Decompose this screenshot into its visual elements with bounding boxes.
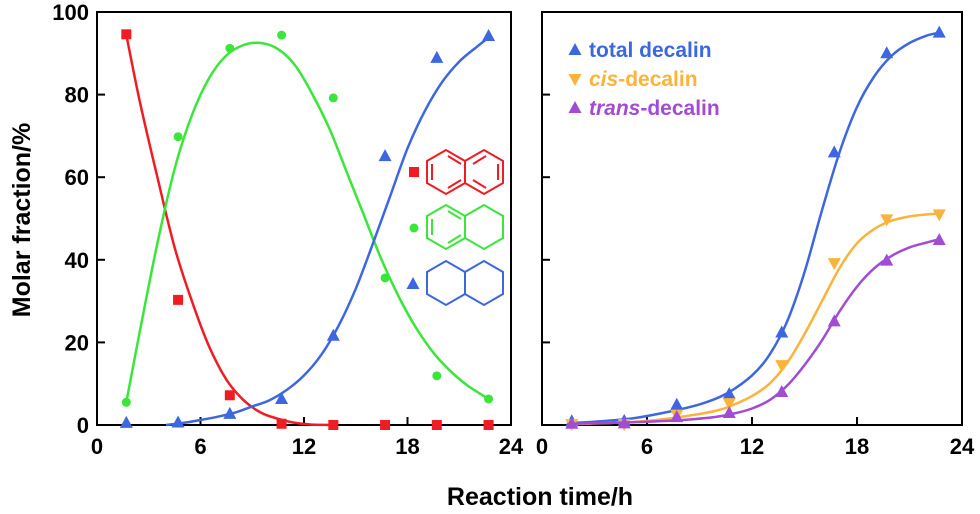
y-tick-label: 100: [52, 0, 89, 25]
legend-label-part: total decalin: [589, 39, 712, 62]
y-tick-label: 0: [77, 413, 89, 438]
data-point-series-3: [722, 406, 736, 419]
legend-marker-cis-decalin: [568, 74, 582, 86]
data-point-series-2: [121, 397, 131, 407]
data-point-series-2: [277, 30, 287, 40]
legend-label-part: cis: [589, 68, 618, 91]
data-point-series-1: [775, 325, 789, 338]
fit-curve-series-2: [571, 212, 940, 426]
x-tick-label: 6: [194, 434, 206, 459]
legend-label-trans-decalin: trans-decalin: [589, 97, 720, 120]
data-point-series-3: [223, 406, 237, 419]
data-point-series-2: [827, 258, 841, 271]
legend-marker-series-2: [409, 223, 419, 233]
fit-curve-series-2: [125, 41, 490, 403]
structure-legend: [426, 148, 504, 307]
legend-marker-series-1: [409, 167, 419, 177]
data-point-series-3: [378, 149, 392, 162]
data-point-series-1: [722, 387, 736, 400]
legend-label-cis-decalin: cis-decalin: [589, 68, 698, 91]
data-point-series-1: [483, 420, 494, 430]
legend-marker-trans-decalin: [568, 101, 582, 113]
x-axis-label: Reaction time/h: [447, 483, 633, 511]
data-point-series-2: [880, 214, 894, 227]
fit-curve-series-3: [571, 237, 940, 426]
data-point-series-3: [430, 50, 444, 63]
y-tick-label: 60: [65, 165, 89, 190]
x-tick-label: 12: [740, 434, 764, 459]
data-point-series-1: [431, 420, 442, 430]
y-tick-label: 40: [65, 248, 89, 273]
data-point-series-1: [880, 46, 894, 59]
data-point-series-2: [173, 132, 183, 142]
data-point-series-3: [119, 415, 133, 428]
fit-curve-series-1: [125, 34, 330, 427]
data-point-series-2: [380, 273, 390, 283]
data-point-series-3: [565, 416, 579, 429]
x-tick-label: 12: [292, 434, 316, 459]
x-tick-label: 24: [499, 434, 524, 459]
fit-curve-series-3: [165, 36, 490, 427]
data-point-series-1: [328, 420, 339, 430]
data-point-series-3: [932, 232, 946, 245]
naphthalene-structure-icon: [426, 148, 504, 196]
data-point-series-1: [380, 420, 391, 430]
legend-marker-total-decalin: [568, 43, 582, 55]
fit-curve-series-1: [571, 31, 940, 425]
left-panel: 0 6 12 18 24 0 20 40 60 80 100: [52, 0, 524, 459]
x-tick-label: 0: [536, 434, 548, 459]
x-tick-label: 0: [91, 434, 103, 459]
x-tick-label: 18: [845, 434, 869, 459]
data-point-series-1: [173, 294, 184, 305]
data-point-series-3: [880, 253, 894, 266]
data-point-series-1: [670, 397, 684, 410]
y-tick-label: 20: [65, 330, 89, 355]
y-axis-label: Molar fraction/%: [8, 123, 36, 317]
data-point-series-3: [775, 384, 789, 397]
data-point-series-3: [171, 415, 185, 428]
data-point-series-3: [326, 328, 340, 341]
data-point-series-2: [722, 398, 736, 411]
legend-label-part: -decalin: [640, 97, 719, 120]
data-point-series-2: [932, 209, 946, 222]
data-point-series-3: [617, 416, 631, 429]
data-point-series-1: [827, 145, 841, 158]
legend-label-part: trans: [589, 97, 640, 120]
data-point-series-3: [482, 28, 496, 41]
legend-label-part: -decalin: [618, 68, 697, 91]
data-point-series-1: [224, 390, 235, 401]
y-tick-label: 80: [65, 83, 89, 108]
data-point-series-3: [827, 314, 841, 327]
data-point-series-1: [276, 418, 287, 429]
data-point-series-2: [484, 394, 494, 404]
data-point-series-2: [775, 360, 789, 373]
data-point-series-2: [432, 371, 442, 381]
data-point-series-2: [328, 93, 338, 103]
tetralin-structure-icon: [426, 203, 504, 251]
x-tick-label: 24: [950, 434, 975, 459]
legend-label-total-decalin: total decalin: [589, 39, 712, 62]
decalin-structure-icon: [426, 259, 504, 307]
data-point-series-1: [121, 29, 132, 40]
data-point-series-2: [225, 43, 235, 53]
data-point-series-3: [275, 391, 289, 404]
data-point-series-3: [670, 410, 684, 423]
x-tick-label: 6: [641, 434, 653, 459]
legend-marker-series-3: [406, 277, 420, 289]
x-tick-label: 18: [395, 434, 419, 459]
data-point-series-1: [932, 25, 946, 38]
